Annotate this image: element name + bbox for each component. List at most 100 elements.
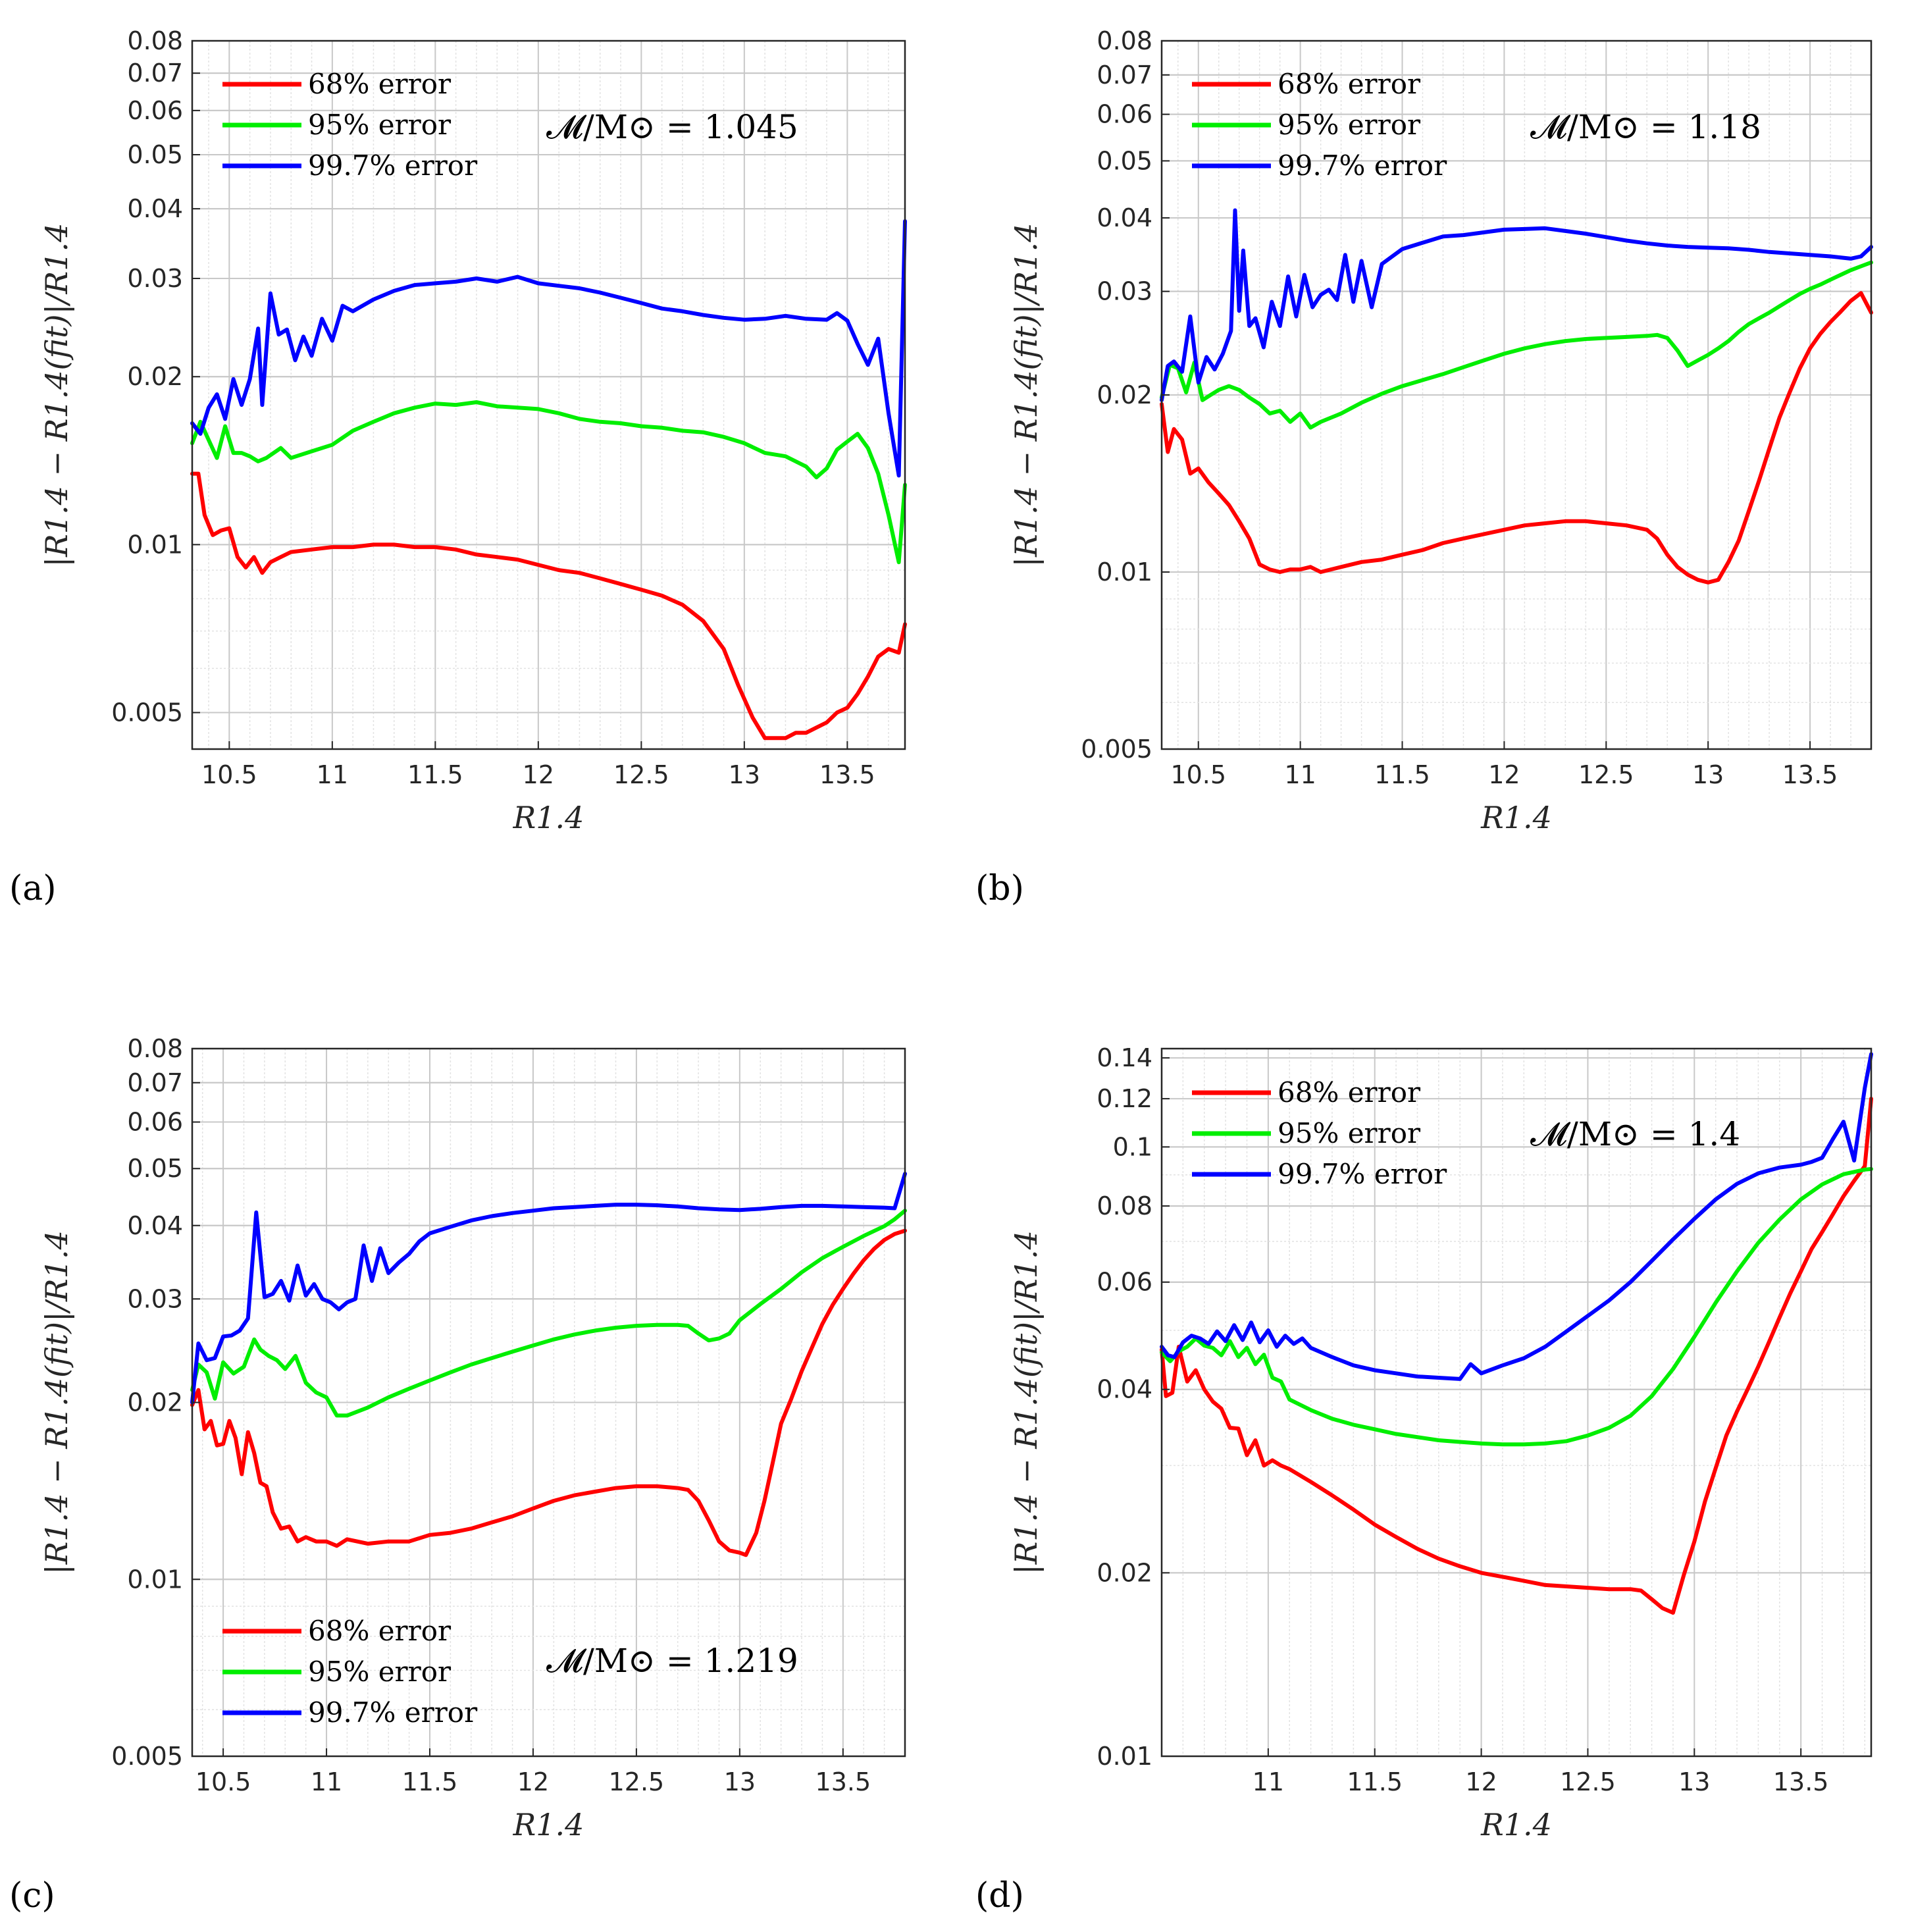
y-tick-label: 0.08 <box>127 1034 183 1063</box>
series-line-68 <box>1160 1097 1873 1615</box>
x-tick-label: 12 <box>523 760 554 789</box>
legend: 68% error 95% error 99.7% error <box>222 1615 478 1729</box>
legend-label: 95% error <box>1278 109 1421 141</box>
y-tick-label: 0.05 <box>127 1154 183 1183</box>
legend-label: 95% error <box>1278 1117 1421 1149</box>
y-tick-label: 0.14 <box>1097 1043 1152 1072</box>
y-tick-label: 0.01 <box>127 1565 183 1594</box>
x-tick-label: 13.5 <box>815 1767 871 1796</box>
series-line-95 <box>1160 1166 1873 1447</box>
y-tick-label: 0.04 <box>127 1211 183 1240</box>
x-tick-label: 12 <box>517 1767 549 1796</box>
legend-label: 68% error <box>1278 68 1421 100</box>
plot-frame <box>191 39 906 750</box>
legend: 68% error 95% error 99.7% error <box>1192 1076 1447 1190</box>
y-tick-label: 0.03 <box>127 1284 183 1313</box>
mass-annotation: 𝓜/M⊙ = 1.18 <box>1530 108 1761 146</box>
x-axis-label: R1.4 <box>513 1807 584 1842</box>
y-tick-label: 0.03 <box>1097 277 1152 306</box>
x-tick-label: 12.5 <box>1578 760 1634 789</box>
series-line-99-7 <box>1160 1052 1873 1381</box>
y-tick-label: 0.06 <box>127 96 183 125</box>
x-tick-label: 13 <box>1678 1767 1710 1796</box>
y-tick-label: 0.05 <box>127 140 183 169</box>
series-line-99-7 <box>1160 208 1873 402</box>
legend-label: 68% error <box>1278 1076 1421 1109</box>
mass-annotation: 𝓜/M⊙ = 1.045 <box>546 108 798 146</box>
legend-label: 99.7% error <box>308 1696 478 1729</box>
x-tick-label: 11.5 <box>1374 760 1430 789</box>
grid <box>192 40 905 749</box>
x-tick-label: 11.5 <box>407 760 463 789</box>
x-axis-label: R1.4 <box>513 800 584 835</box>
mass-annotation: 𝓜/M⊙ = 1.219 <box>546 1642 798 1680</box>
x-tick-label: 12 <box>1465 1767 1497 1796</box>
series-line-99-7 <box>190 219 907 478</box>
y-tick-label: 0.01 <box>1097 1742 1152 1771</box>
x-tick-label: 11.5 <box>402 1767 458 1796</box>
legend-label: 95% error <box>308 1656 452 1688</box>
y-tick-label: 0.02 <box>127 1388 183 1417</box>
series-line-99-7 <box>190 1172 907 1405</box>
legend-label: 99.7% error <box>1278 149 1447 182</box>
y-tick-label: 0.03 <box>127 264 183 293</box>
legend-label: 99.7% error <box>308 149 478 182</box>
mass-annotation: 𝓜/M⊙ = 1.4 <box>1530 1115 1740 1153</box>
series-line-95 <box>190 1209 907 1418</box>
y-tick-label: 0.005 <box>111 1742 183 1771</box>
legend-label: 68% error <box>308 68 452 100</box>
legend-label: 95% error <box>308 109 452 141</box>
x-tick-label: 10.5 <box>1170 760 1226 789</box>
x-tick-label: 13 <box>724 1767 756 1796</box>
x-tick-label: 10.5 <box>195 1767 251 1796</box>
series-line-95 <box>1160 260 1873 430</box>
y-tick-label: 0.005 <box>111 698 183 727</box>
y-tick-label: 0.07 <box>127 59 183 88</box>
series-line-68 <box>190 471 907 741</box>
x-tick-label: 12.5 <box>609 1767 665 1796</box>
x-tick-label: 13.5 <box>1782 760 1838 789</box>
panel-a: 10.5 11 11.5 12 12.5 13 13.5 0.005 0.01 0.02 0.03 0… <box>39 26 907 835</box>
y-tick-label: 0.01 <box>127 530 183 559</box>
x-tick-label: 13.5 <box>1773 1767 1829 1796</box>
x-tick-label: 13 <box>729 760 760 789</box>
panel-d: 11 11.5 12 12.5 13 13.5 0.01 0.02 0.04 0.06 0.08 0.… <box>1008 1043 1873 1842</box>
y-axis-label: |R1.4 − R1.4(fit)|/R1.4 <box>1008 1230 1044 1575</box>
y-tick-label: 0.06 <box>127 1108 183 1137</box>
x-tick-label: 13.5 <box>819 760 875 789</box>
panel-letter-b: (b) <box>975 869 1024 908</box>
y-axis-label: |R1.4 − R1.4(fit)|/R1.4 <box>39 1230 74 1575</box>
y-tick-label: 0.01 <box>1097 558 1152 587</box>
y-tick-label: 0.07 <box>1097 61 1152 90</box>
x-axis-label: R1.4 <box>1480 1807 1552 1842</box>
legend: 68% error 95% error 99.7% error <box>1192 68 1447 182</box>
y-axis-label: |R1.4 − R1.4(fit)|/R1.4 <box>39 223 74 567</box>
x-tick-label: 11 <box>1284 760 1316 789</box>
y-tick-label: 0.04 <box>1097 1375 1152 1404</box>
y-tick-label: 0.02 <box>127 362 183 391</box>
legend: 68% error 95% error 99.7% error <box>222 68 478 182</box>
x-tick-label: 11.5 <box>1347 1767 1403 1796</box>
y-tick-label: 0.07 <box>127 1068 183 1097</box>
grid <box>1162 40 1872 750</box>
plot-frame <box>1160 1047 1873 1758</box>
y-tick-label: 0.08 <box>1097 1191 1152 1220</box>
y-tick-label: 0.04 <box>127 194 183 223</box>
x-tick-label: 12.5 <box>613 760 669 789</box>
grid <box>1161 1049 1871 1757</box>
x-tick-label: 13 <box>1692 760 1724 789</box>
panel-letter-a: (a) <box>9 869 57 908</box>
y-tick-label: 0.06 <box>1097 100 1152 129</box>
y-tick-label: 0.005 <box>1081 735 1152 764</box>
y-tick-label: 0.02 <box>1097 380 1152 409</box>
x-tick-label: 10.5 <box>201 760 257 789</box>
legend-label: 68% error <box>308 1615 452 1647</box>
series-line-95 <box>190 400 907 565</box>
legend-label: 99.7% error <box>1278 1158 1447 1190</box>
x-tick-label: 12.5 <box>1560 1767 1616 1796</box>
series-line-68 <box>1160 291 1873 585</box>
y-tick-label: 0.06 <box>1097 1268 1152 1297</box>
panel-c: 10.5 11 11.5 12 12.5 13 13.5 0.005 0.01 0.02 0.03 0… <box>39 1034 907 1842</box>
y-tick-label: 0.12 <box>1097 1084 1152 1113</box>
